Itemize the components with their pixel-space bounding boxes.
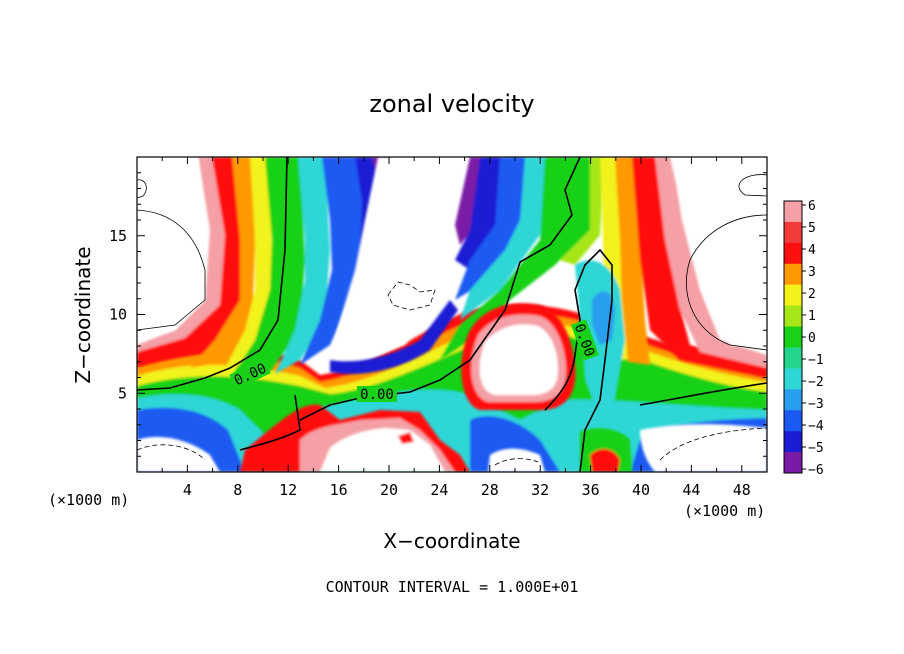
x-tick-label: 4 [183, 481, 192, 499]
x-tick-label: 8 [233, 481, 242, 499]
x-tick-label: 20 [380, 481, 398, 499]
contour-upper-left-small [137, 179, 147, 199]
colorbar-swatch [784, 284, 802, 306]
contours [137, 157, 767, 472]
y-tick-label: 5 [118, 384, 127, 402]
colorbar-label: −5 [808, 441, 824, 456]
contour-interval-note: CONTOUR INTERVAL = 1.000E+01 [326, 578, 579, 596]
mid-blue [455, 157, 530, 300]
x-tick-label: 44 [682, 481, 700, 499]
contour-dashed-lower-right [659, 427, 767, 461]
colorbar-label: −1 [808, 353, 824, 368]
colorbar-label: 1 [808, 309, 816, 324]
y-axis-ticks: 5 10 15 [109, 172, 767, 457]
colorbar-label: 4 [808, 243, 816, 258]
velocity-field: 0.00 0.00 0.00 [137, 157, 767, 472]
contour-label-bg-2 [357, 386, 397, 402]
ring-white [479, 324, 558, 395]
upper-left-white [137, 157, 205, 340]
left-pink [137, 157, 235, 360]
colorbar-swatch [784, 410, 802, 432]
central-blue-edge [330, 300, 458, 374]
x-tick-label: 48 [733, 481, 751, 499]
x-tick-label: 40 [632, 481, 650, 499]
middle-diagonal [440, 157, 605, 360]
colorbar-swatch [784, 305, 802, 327]
colorbar-swatch [784, 368, 802, 390]
low-mid-white [488, 448, 545, 472]
colorbar: 6 5 4 3 2 1 0 −1 −2 −3 −4 −5 −6 [783, 199, 824, 478]
colorbar-label: 0 [808, 331, 816, 346]
colorbar-swatch [784, 242, 802, 265]
contour-zero-lower-left [239, 394, 301, 451]
colorbar-label: −4 [808, 419, 824, 434]
central-white [330, 157, 480, 360]
low-white [320, 428, 445, 472]
colorbar-label: 3 [808, 265, 816, 280]
colorbar-swatch [784, 347, 802, 369]
contour-dashed-lower-mid [494, 458, 539, 466]
left-red [137, 157, 245, 366]
contour-dashed-center [387, 281, 436, 311]
left-cyan [275, 157, 330, 374]
x-tick-label: 24 [430, 481, 448, 499]
colorbar-label: 2 [808, 287, 816, 302]
right-column [575, 157, 767, 420]
x-tick-label: 16 [330, 481, 348, 499]
colorbar-label: −2 [808, 375, 824, 390]
mid-yellowgreen [560, 157, 605, 265]
chart-title: zonal velocity [369, 90, 534, 118]
right-white [670, 157, 767, 350]
x-tick-label: 36 [582, 481, 600, 499]
contour-upper-left-thin [137, 209, 206, 331]
mid-cyan [460, 157, 550, 320]
colorbar-swatch [784, 431, 802, 453]
contour-zero-right [544, 248, 613, 472]
colorbar-swatch [784, 263, 802, 285]
lower-left-features [137, 157, 767, 472]
contour-dashed-lower-left [137, 444, 206, 461]
contour-label-bg-3 [570, 319, 600, 361]
colorbar-label: −3 [808, 397, 824, 412]
colorbar-label: 5 [808, 221, 816, 236]
low-right-red [590, 448, 620, 472]
contour-label-bg-1 [229, 358, 271, 390]
y-tick-label: 15 [109, 227, 127, 245]
colorbar-swatch [784, 389, 802, 411]
contour-zero-mid [299, 157, 581, 421]
x-tick-label: 28 [481, 481, 499, 499]
right-pink [655, 157, 767, 368]
colorbar-swatch [784, 201, 802, 223]
contour-upper-right-small [738, 174, 767, 197]
left-orange [190, 157, 255, 368]
x-unit-left: (×1000 m) [48, 491, 129, 509]
low-left-white [137, 436, 220, 472]
contour-upper-right-thin [686, 214, 767, 351]
x-axis-ticks: 4 8 12 16 20 24 28 32 36 40 44 48 [161, 157, 751, 499]
y-axis-label: Z−coordinate [71, 246, 95, 383]
left-green [232, 157, 305, 376]
central-ring [461, 303, 576, 410]
low-red-small [398, 432, 414, 444]
contour-zero-left [137, 157, 288, 391]
colorbar-swatch [784, 326, 802, 348]
x-unit-right: (×1000 m) [684, 502, 765, 520]
mid-green [440, 157, 595, 360]
colorbar-swatch [784, 452, 802, 474]
colorbar-label: 6 [808, 199, 816, 214]
colorbar-label: −6 [808, 463, 824, 478]
y-tick-label: 10 [109, 306, 127, 324]
x-axis-label: X−coordinate [383, 529, 520, 553]
right-orange [615, 157, 650, 365]
x-tick-label: 12 [279, 481, 297, 499]
colorbar-swatch [784, 221, 802, 244]
left-blue [300, 157, 365, 365]
contour-label-2: 0.00 [360, 387, 394, 403]
right-inner-blue [592, 291, 615, 345]
low-right-white [640, 424, 767, 472]
left-yellow [225, 157, 272, 368]
x-tick-label: 32 [531, 481, 549, 499]
contour-zero-lower-right [639, 382, 767, 406]
